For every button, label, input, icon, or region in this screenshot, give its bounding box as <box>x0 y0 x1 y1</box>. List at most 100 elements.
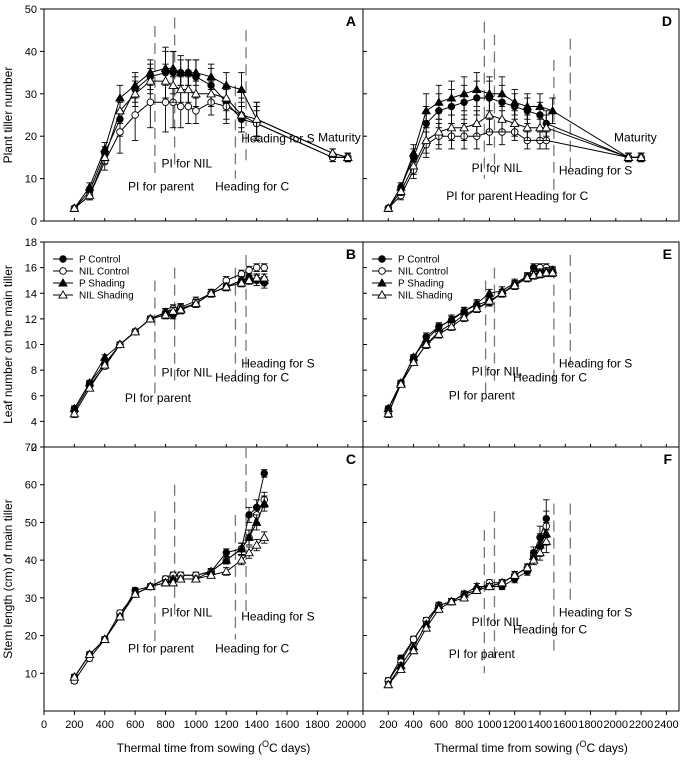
marker-p-shading <box>183 67 194 77</box>
stage-label: Heading for C <box>215 179 289 193</box>
x-tick-label: 1200 <box>502 719 526 731</box>
y-axis-label: Leaf number on the main tiller <box>1 265 15 424</box>
marker-nil-shading <box>58 289 68 299</box>
marker-nil-shading <box>433 604 444 613</box>
legend-label: P Shading <box>398 279 444 290</box>
stage-label: Heading for C <box>215 371 289 385</box>
marker-nil-shading <box>168 80 179 89</box>
stage-label: Heading for C <box>513 371 587 385</box>
y-tick-label: 50 <box>25 517 37 529</box>
series-line <box>74 101 348 209</box>
x-tick-label: 1600 <box>553 719 577 731</box>
stage-label: PI for parent <box>125 391 192 405</box>
marker-p-control <box>245 511 253 519</box>
x-tick-label: 1800 <box>305 719 329 731</box>
marker-nil-shading <box>244 547 254 557</box>
series-nil-shading <box>383 529 552 689</box>
stage-label: Heading for S <box>559 163 632 177</box>
marker-nil-shading <box>244 275 254 284</box>
marker-nil-shading <box>191 88 201 98</box>
stage-label: PI for parent <box>449 647 516 661</box>
legend-label: NIL Control <box>398 267 448 278</box>
marker-p-shading <box>484 88 495 98</box>
x-tick-label: 400 <box>96 719 114 731</box>
marker-nil-control <box>59 267 67 275</box>
marker-nil-shading <box>145 581 156 591</box>
marker-nil-shading <box>251 114 262 123</box>
x-tick-label: 600 <box>126 719 144 731</box>
marker-nil-shading <box>130 88 141 98</box>
stage-label: PI for NIL <box>161 366 212 380</box>
legend-label: NIL Control <box>79 267 129 278</box>
marker-nil-shading <box>160 76 171 85</box>
marker-nil-shading <box>99 634 110 643</box>
marker-nil-shading <box>84 649 95 658</box>
panel-label-e: E <box>663 246 672 262</box>
marker-nil-shading <box>206 88 216 98</box>
marker-nil-shading <box>168 577 179 587</box>
stage-label: PI for parent <box>128 642 195 656</box>
series-line <box>73 277 265 409</box>
x-axis-label: Thermal time from sowing (OC days) <box>434 739 628 755</box>
marker-p-shading <box>408 148 419 157</box>
panel-label-c: C <box>346 451 356 467</box>
marker-nil-shading <box>636 152 646 161</box>
x-tick-label: 800 <box>156 719 174 731</box>
y-tick-label: 70 <box>25 442 37 454</box>
marker-nil-shading <box>69 672 80 681</box>
stage-label: Heading for S <box>559 357 632 371</box>
marker-nil-shading <box>183 84 194 94</box>
marker-nil-shading <box>236 555 247 564</box>
marker-nil-shading <box>623 152 634 161</box>
marker-nil-control <box>192 107 200 115</box>
y-tick-label: 30 <box>25 89 37 101</box>
series-line <box>387 533 547 685</box>
series-nil-shading <box>383 97 646 212</box>
stage-label: Heading for S <box>241 357 314 371</box>
stage-label: Heading for C <box>513 623 587 637</box>
marker-nil-shading <box>509 280 520 290</box>
marker-nil-shading <box>221 281 232 291</box>
marker-p-shading <box>522 101 533 111</box>
y-tick-label: 60 <box>25 480 37 492</box>
stage-label: Heading for S <box>241 609 314 623</box>
marker-nil-shading <box>522 272 533 282</box>
x-tick-label: 2000 <box>604 719 628 731</box>
y-tick-label: 10 <box>25 340 37 352</box>
y-tick-label: 20 <box>25 131 37 143</box>
marker-nil-shading <box>377 289 387 299</box>
y-tick-label: 4 <box>31 416 37 428</box>
x-tick-label: 1600 <box>275 719 299 731</box>
marker-p-shading <box>377 278 387 287</box>
y-tick-label: 30 <box>25 593 37 605</box>
marker-nil-shading <box>69 203 80 212</box>
marker-nil-shading <box>160 577 171 587</box>
marker-p-shading <box>446 93 457 102</box>
marker-nil-control <box>161 98 170 107</box>
marker-p-shading <box>84 182 95 191</box>
marker-nil-shading <box>383 679 394 689</box>
marker-nil-shading <box>69 408 80 418</box>
marker-nil-control <box>245 266 253 274</box>
marker-p-shading <box>259 498 270 508</box>
marker-nil-shading <box>522 562 533 572</box>
panel-f-frame <box>362 446 680 712</box>
y-tick-label: 2 <box>31 442 37 454</box>
marker-p-shading <box>434 97 444 106</box>
marker-p-control <box>59 255 67 263</box>
marker-nil-shading <box>84 383 95 392</box>
y-tick-label: 10 <box>25 668 37 680</box>
marker-nil-shading <box>396 379 406 388</box>
marker-nil-shading <box>130 589 141 598</box>
stage-label: PI for NIL <box>161 157 212 171</box>
marker-nil-shading <box>535 122 545 132</box>
marker-nil-shading <box>421 135 432 144</box>
marker-nil-shading <box>541 122 552 132</box>
legend-label: P Control <box>398 255 440 266</box>
marker-nil-shading <box>433 126 444 136</box>
marker-nil-shading <box>175 84 186 94</box>
marker-p-shading <box>535 101 545 111</box>
marker-nil-shading <box>115 339 125 349</box>
y-tick-label: 14 <box>25 288 37 300</box>
